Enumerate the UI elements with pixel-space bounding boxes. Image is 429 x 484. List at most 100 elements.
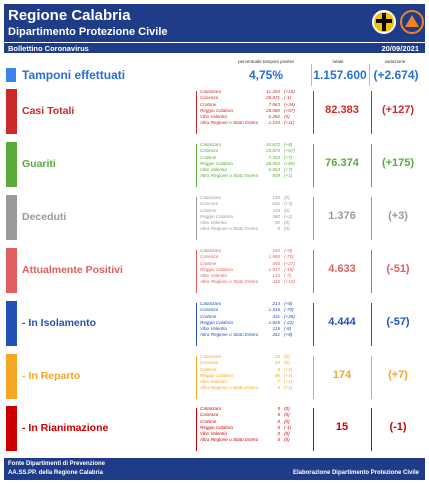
- province-name: Crotone: [200, 260, 217, 266]
- divider: [371, 303, 372, 346]
- section-label: Attualmente Positivi: [22, 264, 123, 276]
- footer-source-1: Fonte Dipartimenti di Prevenzione: [8, 461, 106, 467]
- province-delta: (+8): [284, 332, 293, 338]
- province-value: 26.871: [265, 95, 280, 101]
- col-header-variazione: variazione: [384, 59, 406, 64]
- divider: [371, 408, 372, 451]
- province-value: 150: [272, 195, 280, 200]
- section-color-bar: [6, 142, 17, 187]
- province-row: Catanzaro 11.264 (+18): [200, 89, 312, 95]
- province-row: Reggio Calabria 1.826 (-22): [200, 320, 312, 326]
- province-value: 6.063: [268, 167, 281, 173]
- tamponi-totale: 1.157.600: [313, 68, 367, 82]
- province-delta: (-1): [284, 424, 292, 430]
- province-name: Reggio Calabria: [200, 213, 233, 219]
- section-total: 15: [335, 421, 349, 433]
- province-value: 1.826: [268, 319, 281, 325]
- province-delta: (+8): [284, 248, 293, 253]
- divider: [371, 250, 372, 293]
- province-value: 5: [277, 412, 280, 418]
- divider: [196, 250, 197, 293]
- province-delta: (-22): [284, 319, 294, 325]
- province-name: Catanzaro: [200, 406, 222, 411]
- section-variation: (-1): [389, 421, 407, 433]
- section-color-bar: [6, 195, 17, 240]
- bulletin-label: Bollettino Coronavirus: [8, 44, 89, 53]
- province-name: Altra Regione o Stato Estero: [200, 279, 259, 285]
- section-total: 4.633: [328, 263, 356, 275]
- province-name: Vibo Valentia: [200, 326, 227, 332]
- footer-banner: Fonte Dipartimenti di Prevenzione AA.SS.…: [4, 458, 425, 480]
- province-row: Catanzaro 214 (+8): [200, 301, 312, 307]
- province-delta: (-19): [284, 266, 294, 272]
- province-row: Altra Regione o Stato Estero 839 (+1): [200, 173, 312, 179]
- section-variation: (-51): [386, 263, 410, 275]
- province-delta: (0): [284, 418, 290, 424]
- province-name: Catanzaro: [200, 142, 222, 147]
- tamponi-pct: 4,75%: [248, 68, 284, 82]
- province-delta: (-7): [284, 273, 292, 279]
- region-title: Regione Calabria: [8, 7, 131, 24]
- province-name: Cosenza: [200, 360, 219, 366]
- section-variation: (-57): [386, 316, 410, 328]
- province-row: Catanzaro 23 (0): [200, 354, 312, 360]
- province-list: Catanzaro 214 (+8) Cosenza 1.516 (-70) Crotone…: [200, 301, 312, 339]
- province-row: Reggio Calabria 5 (-1): [200, 425, 312, 431]
- province-row: Crotone 0 (0): [200, 419, 312, 425]
- divider: [313, 91, 314, 134]
- province-row: Vibo Valentia 6.282 (0): [200, 114, 312, 120]
- province-name: Altra Regione o Stato Estero: [200, 120, 259, 126]
- province-delta: (0): [284, 360, 290, 366]
- province-name: Catanzaro: [200, 89, 222, 94]
- province-delta: (+28): [284, 313, 295, 319]
- province-delta: (0): [284, 220, 290, 226]
- province-name: Catanzaro: [200, 301, 222, 306]
- footer-source-2: AA.SS.PP. della Regione Calabria: [8, 470, 103, 476]
- divider: [196, 408, 197, 451]
- province-name: Crotone: [200, 313, 217, 319]
- province-list: Catanzaro 5 (0) Cosenza 5 (0) Crotone 0 (0) Reggi…: [200, 406, 312, 444]
- province-value: 86: [274, 372, 280, 378]
- province-delta: (+11): [284, 120, 295, 126]
- section-in-isolamento: - In Isolamento Catanzaro 214 (+8) Cosenza 1.…: [4, 301, 425, 354]
- province-value: 123: [272, 273, 280, 279]
- province-name: Crotone: [200, 366, 217, 372]
- province-row: Crotone 110 (0): [200, 208, 312, 214]
- divider: [371, 91, 372, 134]
- tamponi-label: Tamponi effettuati: [22, 68, 126, 82]
- province-row: Crotone 440 (+27): [200, 261, 312, 267]
- province-row: Vibo Valentia 7 (+1): [200, 379, 312, 385]
- province-delta: (+7): [284, 167, 293, 173]
- province-value: 0: [277, 418, 280, 424]
- province-delta: (0): [284, 412, 290, 418]
- section-variation: (+7): [388, 369, 408, 381]
- section-casi-totali: Casi Totali Catanzaro 11.264 (+18) Cosenza 26…: [4, 89, 425, 142]
- province-name: Altra Regione o Stato Estero: [200, 173, 259, 179]
- province-row: Crotone 7.333 (+7): [200, 155, 312, 161]
- region-crest-icon: [372, 10, 396, 34]
- province-value: 431: [272, 313, 280, 319]
- section-label: Casi Totali: [22, 105, 75, 117]
- province-name: Vibo Valentia: [200, 379, 227, 385]
- province-value: 44: [274, 360, 280, 366]
- province-value: 440: [272, 260, 280, 266]
- province-name: Reggio Calabria: [200, 319, 233, 325]
- province-name: Crotone: [200, 101, 217, 107]
- province-row: Cosenza 1.516 (-70): [200, 307, 312, 313]
- header-banner: Regione Calabria Dipartimento Protezione…: [4, 4, 425, 42]
- province-delta: (+85): [284, 160, 295, 166]
- province-delta: (-70): [284, 254, 294, 260]
- province-value: 8: [277, 226, 280, 232]
- province-delta: (+10): [284, 279, 295, 285]
- bulletin-date: 20/09/2021: [381, 44, 419, 53]
- province-delta: (+67): [284, 148, 295, 154]
- section-label: Deceduti: [22, 211, 67, 223]
- province-value: 28.880: [265, 107, 280, 113]
- province-value: 10.872: [265, 142, 280, 147]
- province-name: Cosenza: [200, 254, 219, 260]
- col-header-totale: totale: [332, 59, 344, 64]
- province-name: Reggio Calabria: [200, 266, 233, 272]
- section-deceduti: Deceduti Catanzaro 150 (0) Cosenza 632 (+3) Cro…: [4, 195, 425, 248]
- province-name: Vibo Valentia: [200, 167, 227, 173]
- province-delta: (+4): [284, 372, 293, 378]
